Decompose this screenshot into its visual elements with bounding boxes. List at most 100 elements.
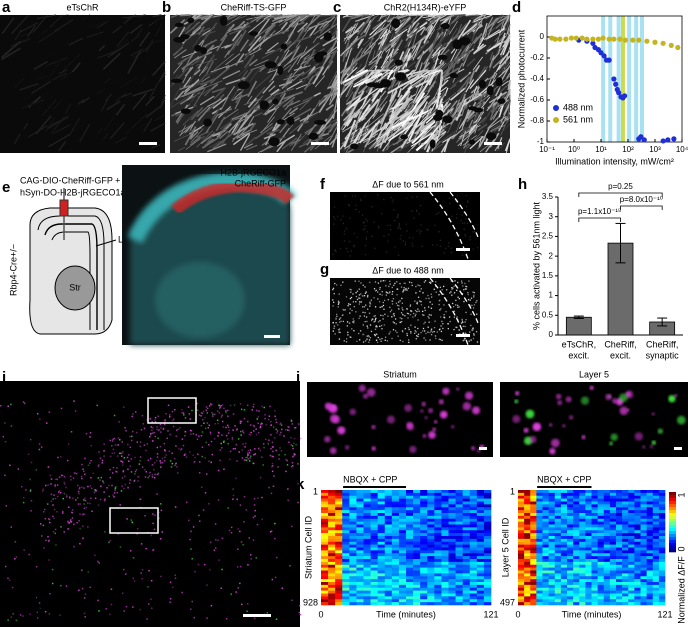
heatmap-cell xyxy=(449,542,456,545)
speck xyxy=(112,494,114,496)
heatmap-cell xyxy=(573,550,579,553)
heatmap-cell xyxy=(579,502,585,505)
heatmap-cell xyxy=(441,522,448,525)
heatmap-cell xyxy=(356,490,363,493)
speck xyxy=(104,531,106,533)
heatmap-cell xyxy=(634,556,640,559)
image-title: ΔF due to 561 nm xyxy=(372,179,444,189)
speck xyxy=(247,456,249,458)
heatmap-cell xyxy=(335,545,342,548)
speck xyxy=(242,544,244,546)
legend-marker xyxy=(553,117,559,123)
speck xyxy=(379,301,380,302)
drug-label: NBQX + CPP xyxy=(343,474,397,484)
heatmap-cell xyxy=(585,542,591,545)
speck xyxy=(153,432,155,434)
heatmap-cell xyxy=(622,542,628,545)
heatmap-cell xyxy=(477,539,484,542)
speck xyxy=(219,460,221,462)
speck xyxy=(366,239,367,240)
heatmap-cell xyxy=(470,519,477,522)
cell xyxy=(456,387,459,390)
speck xyxy=(53,494,55,496)
heatmap-cell xyxy=(555,550,561,553)
speck xyxy=(169,601,171,603)
speck xyxy=(81,478,83,480)
data-point xyxy=(613,82,618,87)
speck xyxy=(206,584,208,586)
heatmap-cell xyxy=(441,573,448,576)
speck xyxy=(379,320,380,321)
speck xyxy=(190,548,192,550)
speck xyxy=(163,428,165,430)
speck xyxy=(240,434,242,436)
speck xyxy=(228,427,230,429)
speck xyxy=(400,317,401,318)
heatmap-cell xyxy=(441,579,448,582)
speck xyxy=(160,424,162,426)
speck xyxy=(359,294,360,295)
speck xyxy=(25,489,27,491)
speck xyxy=(31,462,33,464)
heatmap-cell xyxy=(561,507,567,510)
speck xyxy=(257,497,259,499)
heatmap-cell xyxy=(449,510,456,513)
heatmap-cell xyxy=(456,562,463,565)
heatmap-cell xyxy=(604,548,610,551)
heatmap-cell xyxy=(427,504,434,507)
heatmap-cell xyxy=(335,568,342,571)
speck xyxy=(297,502,299,504)
heatmap-cell xyxy=(598,522,604,525)
speck xyxy=(215,523,217,525)
heatmap-cell xyxy=(356,599,363,602)
heatmap-cell xyxy=(634,539,640,542)
heatmap-cell xyxy=(592,536,598,539)
speck xyxy=(207,422,209,424)
heatmap-cell xyxy=(378,585,385,588)
speck xyxy=(170,598,172,600)
speck xyxy=(203,422,205,424)
heatmap-cell xyxy=(470,542,477,545)
heatmap-cell xyxy=(477,527,484,530)
heatmap-cell xyxy=(364,502,371,505)
heatmap-cell xyxy=(653,556,659,559)
heatmap-cell xyxy=(413,548,420,551)
heatmap-cell xyxy=(399,545,406,548)
speck xyxy=(60,492,62,494)
speck xyxy=(388,241,389,242)
heatmap-cell xyxy=(647,527,653,530)
speck xyxy=(398,336,399,337)
speck xyxy=(134,580,136,582)
speck xyxy=(209,569,211,571)
heatmap-cell xyxy=(585,548,591,551)
heatmap-cell xyxy=(592,522,598,525)
cell xyxy=(363,394,368,399)
heatmap-cell xyxy=(536,527,542,530)
speck xyxy=(379,289,380,290)
heatmap-cell xyxy=(463,550,470,553)
heatmap-cell xyxy=(598,510,604,513)
cell-body xyxy=(175,23,184,27)
speck xyxy=(71,431,73,433)
speck xyxy=(273,475,275,477)
speck xyxy=(465,218,466,219)
heatmap-cell xyxy=(321,588,328,591)
speck xyxy=(73,524,75,526)
heatmap-cell xyxy=(659,548,665,551)
heatmap-cell xyxy=(392,596,399,599)
heatmap-cell xyxy=(356,559,363,562)
cell xyxy=(440,411,448,419)
speck xyxy=(229,459,231,461)
heatmap-cell xyxy=(321,579,328,582)
speck xyxy=(85,500,87,502)
data-point xyxy=(607,37,612,42)
panel-letter: e xyxy=(2,179,10,196)
heatmap-cell xyxy=(463,499,470,502)
heatmap-cell xyxy=(616,519,622,522)
heatmap-cell xyxy=(449,530,456,533)
speck xyxy=(334,283,335,284)
heatmap-cell xyxy=(518,527,524,530)
heatmap-cell xyxy=(420,496,427,499)
heatmap-cell xyxy=(463,573,470,576)
heatmap-cell xyxy=(604,499,610,502)
